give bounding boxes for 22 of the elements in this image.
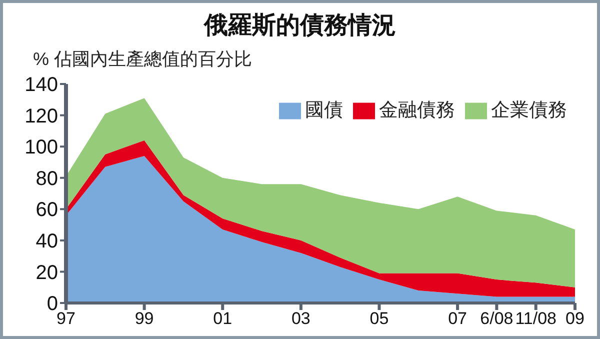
y-tick-label: 60	[36, 199, 58, 222]
legend-label: 企業債務	[491, 100, 567, 121]
x-tick-label: 11/08	[515, 309, 556, 328]
y-axis-title: % 佔國內生產總值的百分比	[33, 48, 252, 71]
y-tick-label: 140	[24, 74, 58, 96]
y-tick-label: 40	[36, 230, 58, 253]
x-tick-label: 97	[56, 309, 76, 328]
chart-title: 俄羅斯的債務情況	[202, 11, 397, 41]
x-tick-label: 09	[566, 309, 584, 328]
legend-label: 金融債務	[379, 100, 455, 121]
x-tick-label: 07	[448, 309, 467, 328]
x-tick-label: 99	[134, 309, 154, 328]
y-tick-label: 80	[36, 168, 58, 190]
y-tick-label: 20	[36, 262, 58, 284]
x-tick-label: 6/08	[480, 309, 514, 328]
x-tick-label: 01	[213, 309, 232, 328]
x-tick-label: 03	[291, 309, 310, 328]
y-tick-label: 0	[46, 293, 58, 316]
y-tick-label: 120	[24, 105, 58, 128]
y-tick-label: 100	[24, 136, 58, 159]
x-tick-label: 05	[370, 309, 389, 328]
legend-label: 國債	[305, 100, 343, 121]
